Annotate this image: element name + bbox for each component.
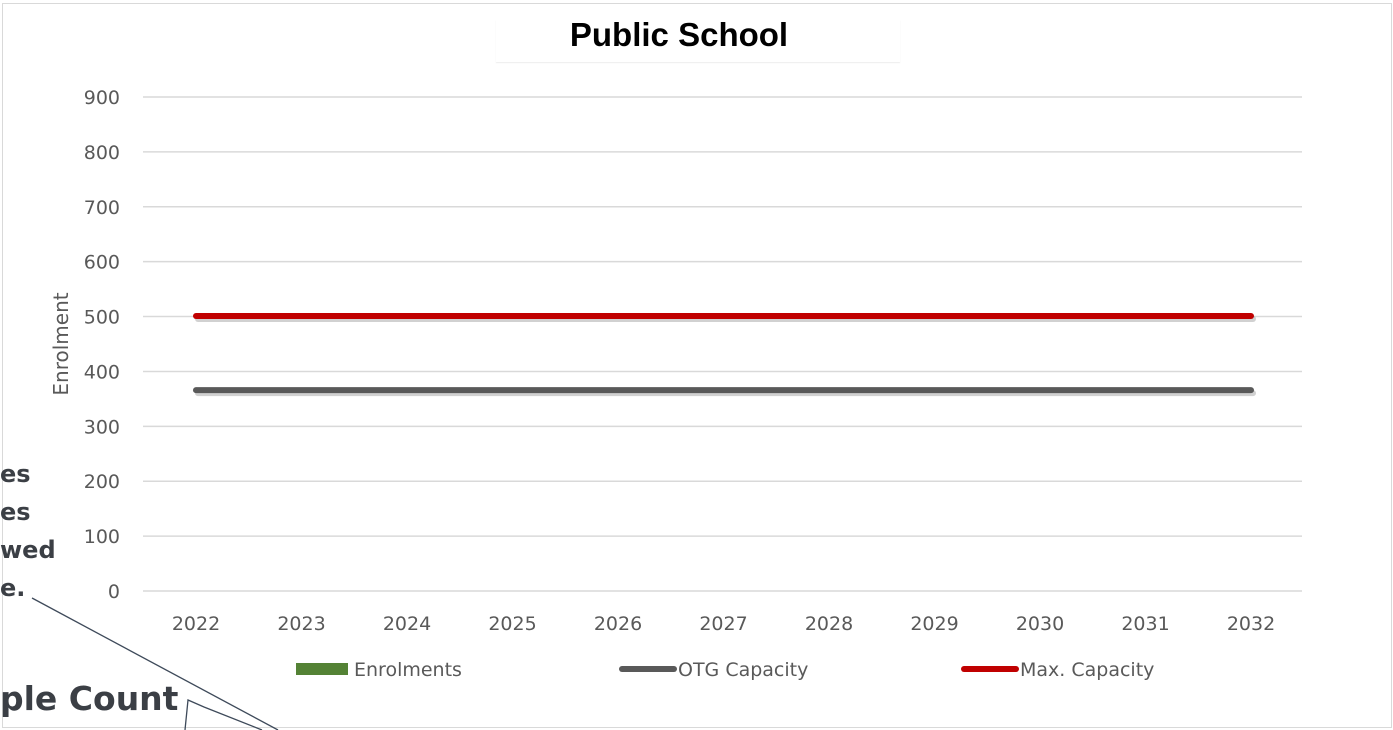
title-mask <box>496 20 900 62</box>
y-tick-label: 500 <box>84 307 120 329</box>
x-tick-label: 2031 <box>1121 613 1169 635</box>
y-tick-label: 200 <box>84 471 120 493</box>
chart-title: Public School <box>569 16 789 53</box>
x-tick-label: 2023 <box>277 613 325 635</box>
chart-border <box>2 3 1392 728</box>
x-tick-label: 2027 <box>699 613 747 635</box>
x-tick-label: 2024 <box>383 613 431 635</box>
x-tick-label: 2030 <box>1016 613 1064 635</box>
y-tick-label: 100 <box>84 526 120 548</box>
y-tick-label: 0 <box>108 581 120 603</box>
annotation-count-label: ple Count <box>0 679 179 718</box>
x-tick-label: 2026 <box>594 613 642 635</box>
y-tick-label: 600 <box>84 252 120 274</box>
legend-label: Enrolments <box>354 659 462 681</box>
y-tick-label: 900 <box>84 87 120 109</box>
x-tick-label: 2029 <box>910 613 958 635</box>
y-axis-label: Enrolment <box>49 292 73 395</box>
x-tick-label: 2025 <box>488 613 536 635</box>
callout-line <box>31 597 279 730</box>
y-tick-label: 800 <box>84 142 120 164</box>
annotation-text-line: wed <box>0 536 56 564</box>
annotation-text-line: es <box>0 498 31 526</box>
annotation-text-line: es <box>0 460 31 488</box>
callout-pointer <box>184 699 263 730</box>
annotation-text-line: e. <box>0 574 26 602</box>
legend-label: Max. Capacity <box>1020 659 1154 681</box>
legend-swatch <box>296 663 348 675</box>
legend-label: OTG Capacity <box>678 659 808 681</box>
y-tick-label: 700 <box>84 197 120 219</box>
x-tick-label: 2032 <box>1227 613 1275 635</box>
x-tick-label: 2022 <box>172 613 220 635</box>
y-tick-label: 400 <box>84 361 120 383</box>
x-tick-label: 2028 <box>805 613 853 635</box>
y-tick-label: 300 <box>84 416 120 438</box>
